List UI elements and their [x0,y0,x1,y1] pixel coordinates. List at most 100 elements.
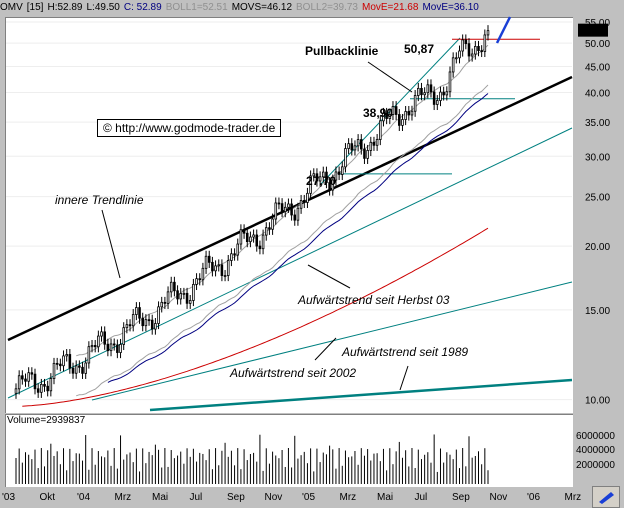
level-2770-label: 27,70 [306,174,336,188]
candle-body [207,255,211,263]
candle-body [470,53,474,57]
candle-body [293,214,297,221]
y-tick-label: 50.00 [585,39,610,50]
indicators [22,44,489,407]
candle-body [442,91,445,96]
candle-body [436,100,439,105]
candle-body [90,345,94,348]
candle-body [81,366,84,374]
candle-body [106,343,110,352]
copyright-box: © http://www.godmode-trader.de [97,119,282,137]
candle-body [353,145,357,151]
candle-body [239,229,243,245]
x-tick-label: '04 [77,492,90,503]
candle-body [360,139,363,150]
y-tick-label: 25.00 [585,193,610,204]
x-tick-label: Mrz [340,492,357,503]
candle-body [306,192,309,203]
x-tick-label: '05 [302,492,315,503]
candle-body [321,171,325,178]
candle-body [122,327,125,345]
candle-body [100,331,103,337]
move2-label: MovE=36.10 [422,2,479,13]
candle-body [325,171,328,183]
candle-body [192,284,195,301]
candle-body [173,281,176,292]
move1-label: MovE=21.68 [362,2,419,13]
candle-body [233,253,236,256]
move-short-line [107,93,489,383]
candle-body [97,335,100,348]
x-tick-label: Jul [190,492,203,503]
candle-body [341,166,344,175]
x-tick-label: '06 [527,492,540,503]
candle-body [318,176,322,182]
trend-1989-line [149,378,573,412]
candle-body [249,236,252,243]
candle-body [128,324,132,327]
candle-body [169,281,173,293]
candle-body [59,363,62,367]
candle-body [230,253,233,261]
candle-body [236,243,240,256]
chart-tool-button[interactable] [592,486,620,508]
candle-body [55,362,59,365]
candle-body [299,200,303,209]
x-tick-label: Mai [377,492,393,503]
y-tick-label: 55.00 [585,18,610,29]
candle-body [404,111,407,120]
candle-body [382,112,385,122]
x-tick-label: Sep [227,492,245,503]
candle-body [426,84,430,94]
candle-body [211,261,214,272]
candle-body [150,319,154,330]
volume-tick-label: 2000000 [576,460,615,471]
candle-body [417,87,420,96]
candle-body [24,378,27,382]
candle-body [407,111,411,116]
x-tick-label: Nov [265,492,283,503]
candle-body [14,388,18,394]
bollinger-lower [76,84,489,397]
candle-body [271,218,274,230]
candle-body [369,141,373,151]
candle-body [309,175,312,194]
candle-body [312,173,316,177]
trend-2002-label: Aufwärtstrend seit 2002 [229,366,356,380]
candle-body [179,293,183,300]
trend-2002-line [91,281,573,401]
candle-body [366,150,369,159]
candle-body [439,91,442,101]
candle-body [52,362,56,379]
candle-body [154,323,157,330]
candle-body [283,206,287,213]
candle-body [296,207,300,221]
candle-body [78,365,81,368]
candle-body [391,106,395,115]
candle-body [160,301,163,308]
candle-body [252,234,255,238]
y-tick-label: 20.00 [585,242,610,253]
candle-body [195,278,198,285]
candle-body [46,385,49,392]
candle-body [62,355,65,367]
symbol-label: OMV [0,2,23,13]
candle-body [483,34,487,52]
y-tick-label: 35.00 [585,118,610,129]
candle-body [268,227,271,230]
candle-body [467,43,471,57]
candle-body [119,344,122,353]
bollinger-upper [76,44,489,357]
candle-body [290,203,293,216]
inner-trendline [7,75,573,342]
candle-body [264,227,268,236]
candle-body [258,245,262,250]
candle-body [388,114,392,119]
candle-body [68,354,72,369]
herbst03-pointer [307,264,351,289]
movs-label: MOVS=46.12 [231,2,292,13]
candle-body [163,301,167,304]
y-tick-label: 40.00 [585,89,610,100]
